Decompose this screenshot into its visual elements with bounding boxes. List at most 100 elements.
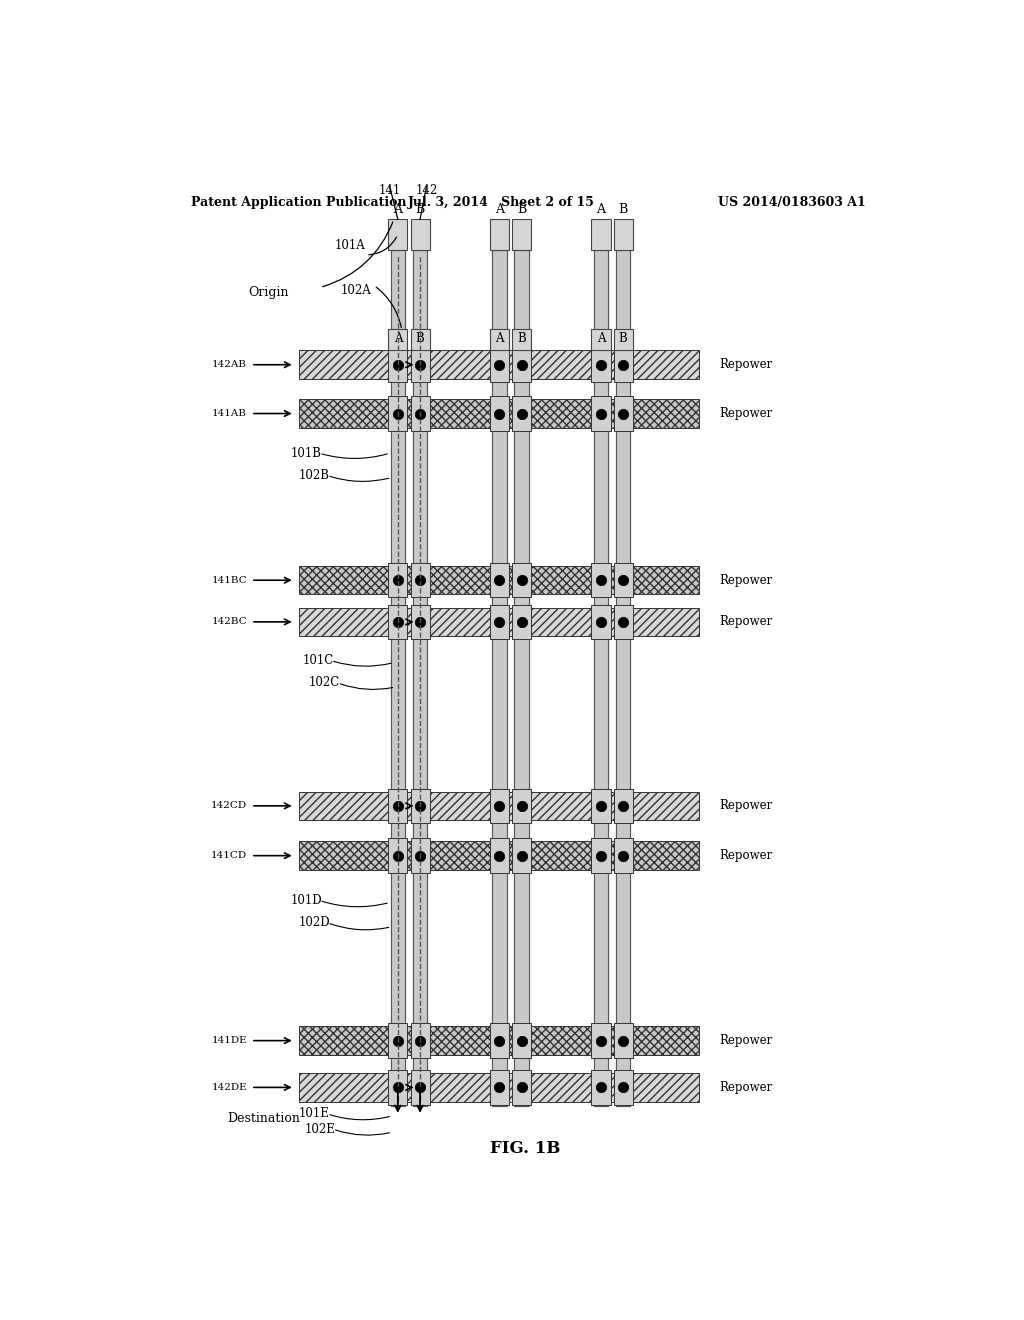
Bar (528, 399, 594, 428)
Bar (411, 1023, 430, 1057)
Bar (631, 351, 699, 379)
Text: A: A (496, 333, 504, 346)
Bar (411, 219, 430, 249)
Text: FIG. 1B: FIG. 1B (489, 1139, 560, 1156)
Bar (404, 351, 413, 379)
Text: 102B: 102B (299, 469, 330, 482)
Bar (489, 219, 509, 249)
Text: 102C: 102C (309, 676, 340, 689)
Bar (608, 399, 616, 428)
Text: 142BC: 142BC (211, 618, 247, 627)
Bar (493, 249, 507, 1106)
Bar (388, 788, 408, 824)
Bar (608, 351, 616, 379)
Bar (427, 841, 493, 870)
Bar (528, 841, 594, 870)
Text: 141CD: 141CD (211, 851, 247, 861)
Text: 142AB: 142AB (212, 360, 247, 370)
Bar (592, 838, 610, 873)
Text: B: B (517, 333, 526, 346)
Bar (528, 607, 594, 636)
Bar (388, 562, 408, 598)
Bar (592, 1023, 610, 1057)
Bar (388, 1071, 408, 1105)
Bar (489, 838, 509, 873)
Bar (507, 1027, 514, 1055)
Bar (299, 1073, 391, 1102)
Bar (299, 1027, 391, 1055)
Bar (631, 1027, 699, 1055)
Bar (391, 249, 404, 1106)
Bar (388, 1023, 408, 1057)
Bar (489, 562, 509, 598)
Text: 101B: 101B (291, 446, 322, 459)
Bar (388, 329, 408, 351)
Bar (613, 605, 633, 639)
Text: 142CD: 142CD (211, 801, 247, 810)
Bar (413, 249, 427, 1106)
Bar (404, 1073, 413, 1102)
Bar (616, 249, 631, 1106)
Bar (528, 566, 594, 594)
Bar (613, 396, 633, 430)
Text: 102D: 102D (299, 916, 331, 929)
Text: A: A (393, 203, 402, 216)
Bar (631, 792, 699, 820)
Bar (489, 605, 509, 639)
Bar (427, 1027, 493, 1055)
Text: B: B (416, 203, 425, 216)
Bar (299, 351, 391, 379)
Bar (613, 788, 633, 824)
Text: Jul. 3, 2014   Sheet 2 of 15: Jul. 3, 2014 Sheet 2 of 15 (408, 195, 594, 209)
Bar (427, 792, 493, 820)
Bar (613, 347, 633, 381)
Bar (608, 1073, 616, 1102)
FancyArrowPatch shape (330, 924, 389, 929)
Bar (299, 792, 391, 820)
FancyArrowPatch shape (376, 288, 401, 327)
Text: 102E: 102E (304, 1122, 335, 1135)
Bar (512, 329, 531, 351)
Bar (514, 249, 528, 1106)
FancyArrowPatch shape (336, 1130, 389, 1135)
Bar (592, 347, 610, 381)
Text: Repower: Repower (719, 358, 772, 371)
Bar (608, 607, 616, 636)
Text: Repower: Repower (719, 849, 772, 862)
Bar (391, 249, 404, 1106)
Text: B: B (618, 203, 628, 216)
Bar (594, 249, 608, 1106)
Bar (613, 1071, 633, 1105)
Bar (299, 841, 391, 870)
Bar (493, 249, 507, 1106)
Bar (404, 841, 413, 870)
Text: Repower: Repower (719, 615, 772, 628)
FancyArrowPatch shape (322, 902, 387, 907)
Bar (388, 838, 408, 873)
Bar (512, 219, 531, 249)
Bar (427, 351, 493, 379)
Bar (507, 566, 514, 594)
Bar (404, 1027, 413, 1055)
Text: 101C: 101C (303, 653, 334, 667)
Bar (512, 838, 531, 873)
Bar (616, 249, 631, 1106)
Bar (528, 1073, 594, 1102)
Text: A: A (597, 203, 605, 216)
Bar (613, 219, 633, 249)
Text: 101D: 101D (291, 894, 323, 907)
Text: 102A: 102A (341, 284, 372, 297)
Text: US 2014/0183603 A1: US 2014/0183603 A1 (718, 195, 866, 209)
Bar (592, 329, 610, 351)
FancyArrowPatch shape (323, 222, 393, 286)
Text: A: A (495, 203, 504, 216)
Bar (411, 347, 430, 381)
Bar (592, 396, 610, 430)
Text: Origin: Origin (249, 286, 289, 300)
Bar (592, 219, 610, 249)
Bar (613, 1023, 633, 1057)
Bar (427, 607, 493, 636)
Text: A: A (393, 333, 402, 346)
FancyArrowPatch shape (330, 1114, 389, 1119)
Text: Repower: Repower (719, 407, 772, 420)
